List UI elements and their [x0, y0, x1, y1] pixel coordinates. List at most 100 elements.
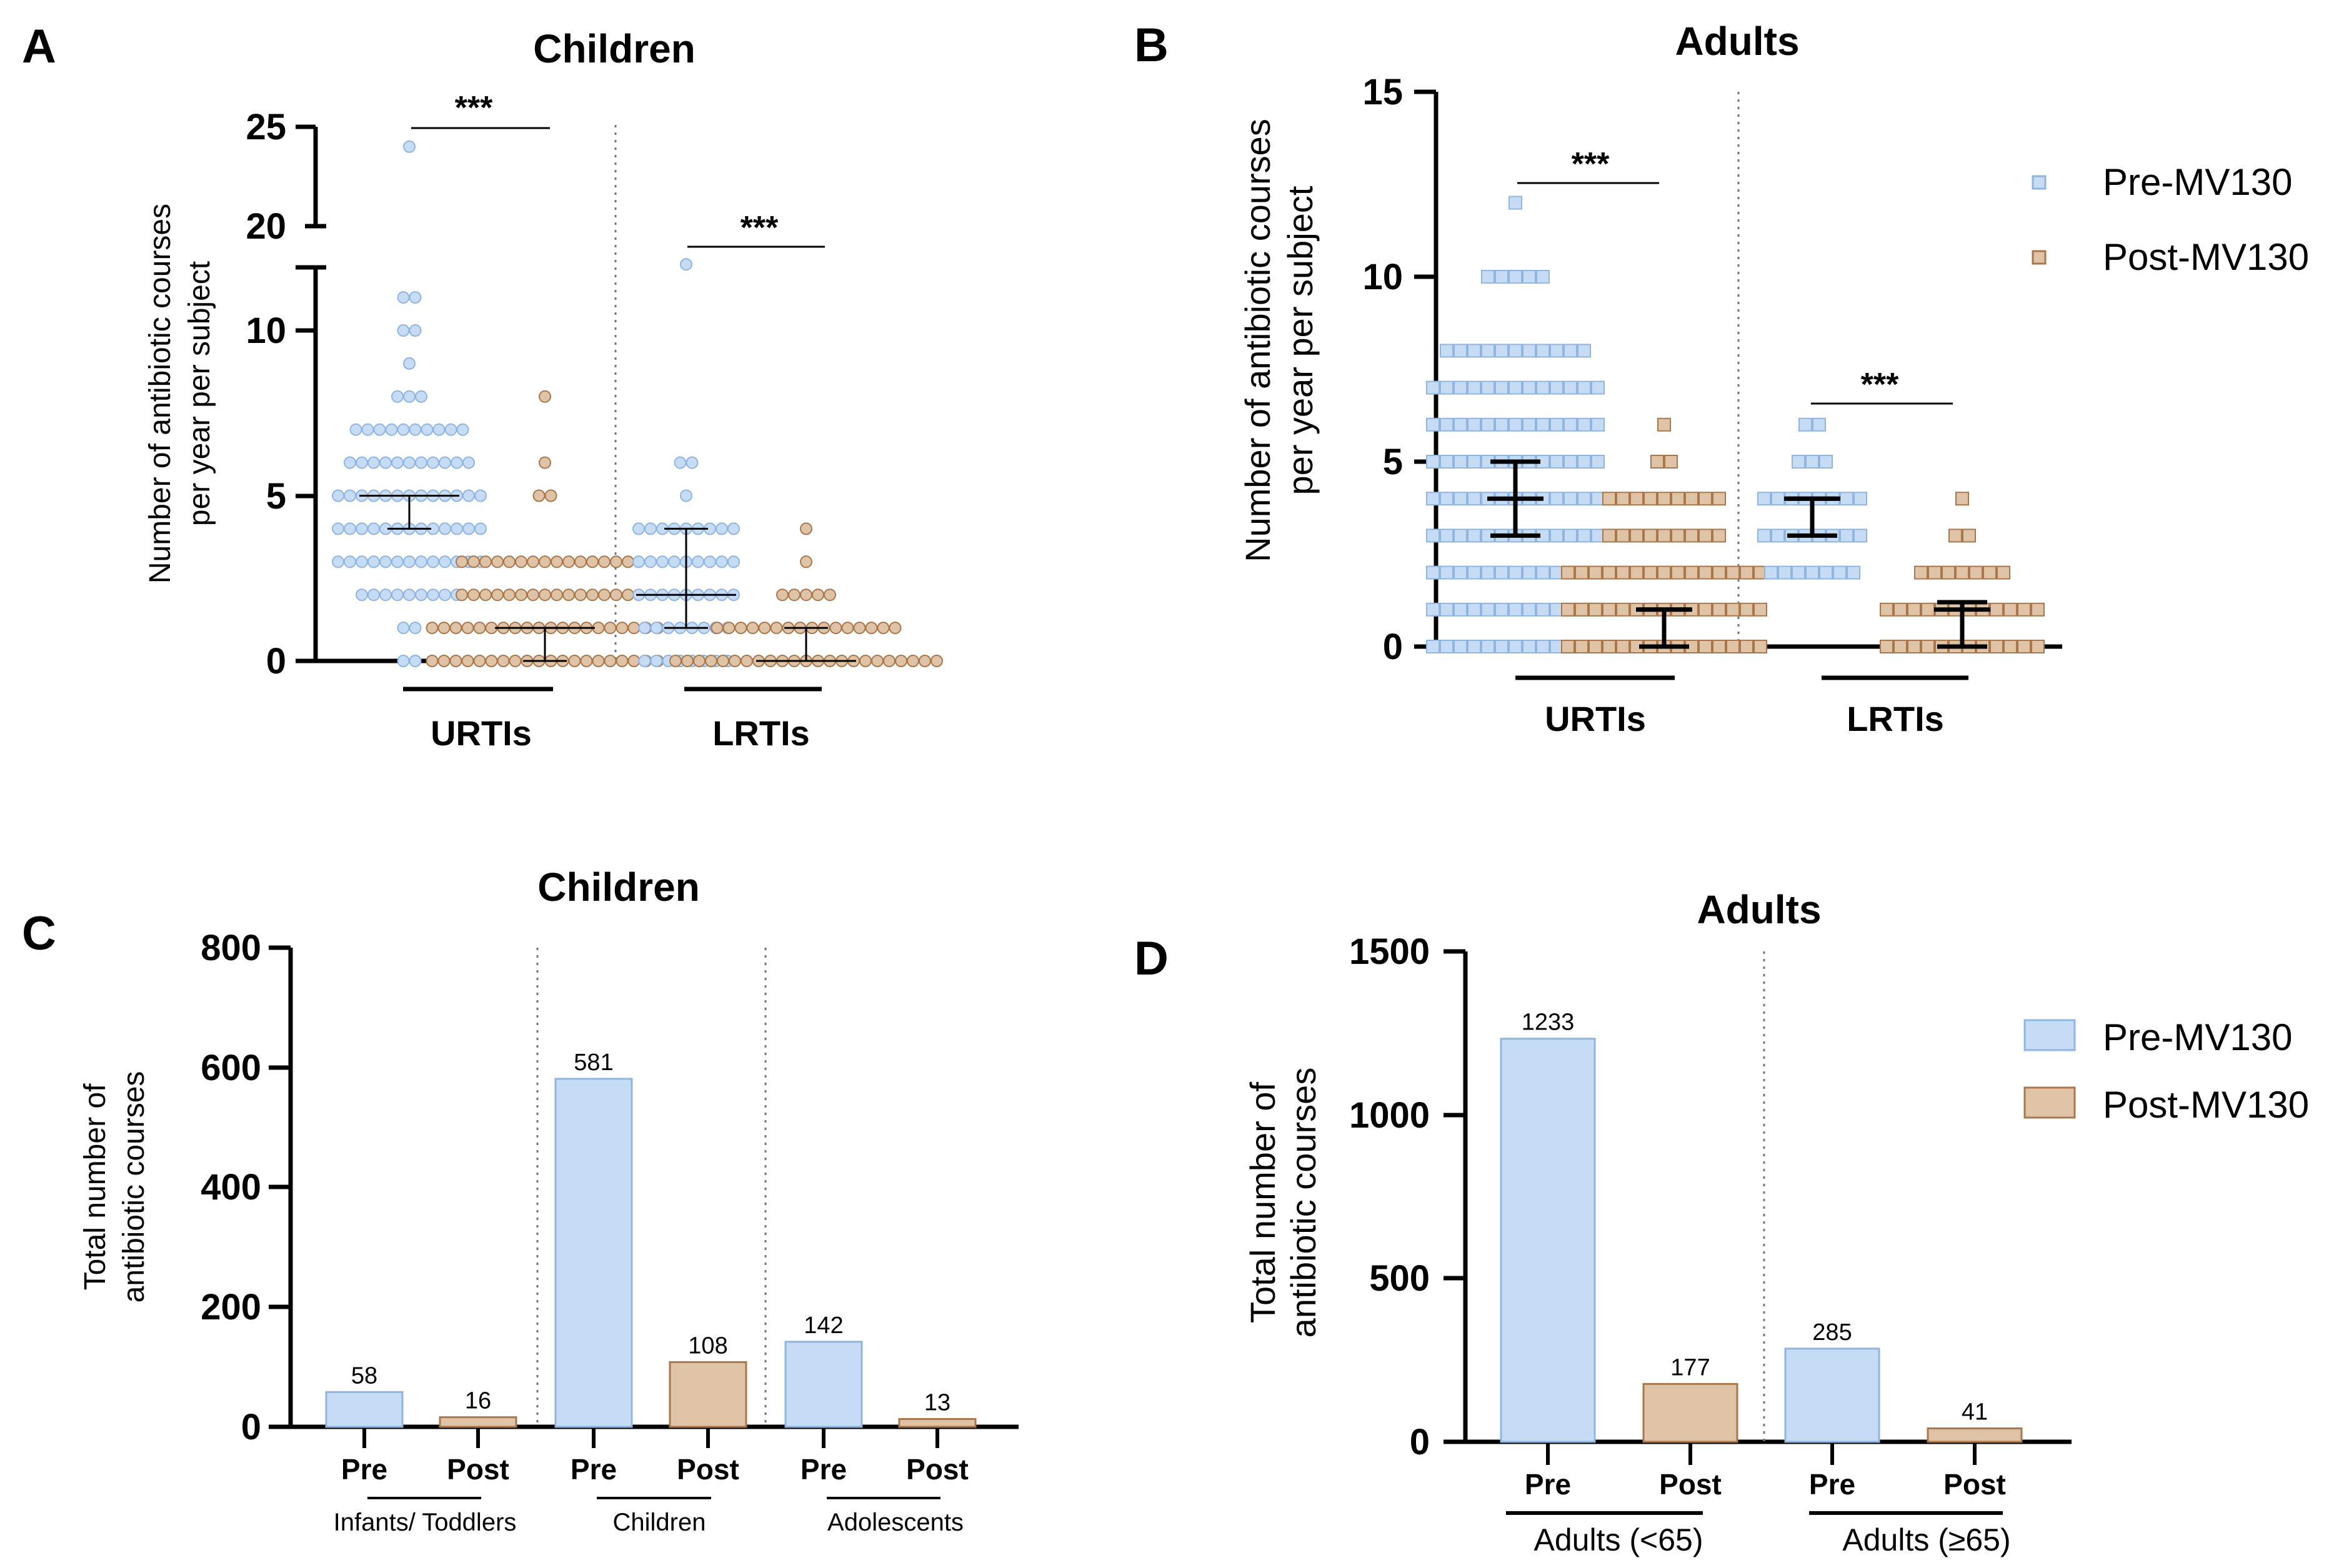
panel-a-urtis-post-point — [622, 555, 634, 568]
panel-a-urtis-post-point — [479, 588, 492, 602]
panel-a-urtis-pre-point — [385, 423, 398, 436]
panel-b-urtis-pre-point — [1495, 270, 1509, 284]
panel-a-ytick-label-5: 5 — [266, 476, 286, 517]
panel-b-lrtis-post-point — [1880, 602, 1893, 617]
panel-b-urtis-post-point — [1698, 528, 1712, 543]
panel-a-lrtis-post-point — [693, 655, 706, 667]
panel-a-lrtis-pre-point — [727, 555, 740, 568]
panel-b-category-lrtis: LRTIs — [1847, 699, 1944, 738]
panel-b-lrtis-post-point — [1921, 640, 1935, 653]
panel-b-urtis-pre-point — [1509, 602, 1522, 617]
panel-c-xtick-pre-2: Pre — [571, 1453, 617, 1486]
panel-a-lrtis-post-point — [788, 588, 800, 602]
panel-a-lrtis-post-point — [877, 622, 890, 635]
panel-b-urtis-post-point — [1726, 565, 1740, 580]
panel-a-urtis-pre-point — [356, 522, 368, 535]
panel-a-lrtis-post-point — [812, 588, 824, 602]
panel-d-label-2-pre: 285 — [1812, 1319, 1852, 1346]
panel-b-urtis-post-point — [1643, 492, 1657, 506]
panel-a-urtis-post-point — [562, 555, 575, 568]
panel-a-lrtis-post-point — [919, 655, 931, 667]
panel-b-urtis-pre-point — [1522, 602, 1536, 617]
panel-b-urtis-pre-point — [1563, 455, 1577, 469]
panel-a-urtis-pre-point — [403, 357, 416, 370]
panel-b-lrtis-pre-point — [1764, 565, 1778, 580]
panel-b-lrtis-post-point — [2031, 602, 2045, 617]
panel-b-urtis-pre-point — [1454, 455, 1467, 469]
panel-a-lrtis-post-point — [717, 655, 729, 667]
panel-a-title: Children — [533, 26, 696, 71]
panel-d-xtick-post-1: Post — [1659, 1468, 1722, 1501]
panel-b-lrtis-pre-point — [1853, 528, 1867, 543]
panel-a-lrtis-post-point — [865, 622, 878, 635]
panel-b-urtis-pre-point — [1454, 565, 1467, 580]
panel-a-urtis-pre-point — [344, 489, 356, 502]
panel-b-urtis-pre-point — [1440, 455, 1454, 469]
panel-b-urtis-pre-point — [1536, 270, 1550, 284]
panel-a-urtis-pre-point — [403, 555, 416, 568]
panel-b-urtis-pre-point — [1536, 417, 1550, 432]
panel-a-urtis-pre-point — [391, 390, 404, 403]
panel-a-urtis-post-point — [586, 555, 599, 568]
panel-c-label-2-pre: 581 — [574, 1049, 613, 1076]
panel-b-urtis-pre-point — [1522, 344, 1536, 358]
panel-a-urtis-pre-point — [379, 588, 392, 602]
panel-b-urtis-pre-point — [1577, 380, 1591, 395]
panel-a-lrtis-pre-point — [692, 555, 704, 568]
panel-a-urtis-pre-point — [409, 622, 422, 635]
panel-b-urtis-pre-point — [1577, 417, 1591, 432]
panel-a-urtis-pre-point — [356, 555, 368, 568]
panel-d-bar-2-pre — [1784, 1347, 1880, 1443]
panel-b-urtis-post-point — [1561, 565, 1575, 580]
panel-d-xtick-pre-1: Pre — [1525, 1468, 1571, 1501]
panel-b-urtis-pre-point — [1426, 455, 1440, 469]
panel-d-title: Adults — [1697, 887, 1821, 932]
panel-b-urtis-post-point — [1616, 492, 1630, 506]
panel-b-ylabel-line1: Number of antibiotic courses — [1238, 119, 1277, 562]
panel-b-urtis-post-point — [1671, 492, 1685, 506]
panel-a-lrtis-post-point — [734, 622, 747, 635]
panel-b-urtis-pre-point — [1509, 640, 1522, 653]
panel-c-label-1-pre: 58 — [351, 1362, 377, 1389]
panel-b-urtis-pre-point — [1454, 602, 1467, 617]
panel-b-urtis-post-point — [1657, 528, 1671, 543]
panel-b-category-urtis: URTIs — [1545, 699, 1646, 738]
panel-b-urtis-post-point — [1726, 602, 1740, 617]
panel-a-lrtis-pre-point — [650, 622, 663, 635]
panel-a-urtis-pre-point — [409, 291, 422, 304]
panel-a-urtis-pre-point — [391, 588, 404, 602]
panel-a-lrtis-pre-point — [650, 655, 663, 667]
panel-b-urtis-post-point — [1740, 640, 1753, 653]
panel-b-lrtis-post-point — [1907, 602, 1921, 617]
panel-a-ytick-label-25: 25 — [246, 107, 286, 147]
panel-a-urtis-pre-point — [409, 655, 422, 667]
panel-a-urtis-pre-point — [427, 456, 439, 469]
panel-b-urtis-pre-point — [1577, 344, 1591, 358]
panel-b-urtis-post-point — [1712, 528, 1726, 543]
panel-b-urtis-post-point — [1616, 602, 1630, 617]
panel-b-lrtis-post-point — [1983, 565, 1997, 580]
panel-b-lrtis-pre-point — [1792, 455, 1805, 469]
panel-b: B Adults Number of antibiotic courses pe… — [1134, 19, 2309, 738]
panel-a-urtis-post-point — [509, 655, 522, 667]
panel-b-urtis-post-point — [1602, 602, 1616, 617]
panel-a-urtis-post-point — [449, 655, 462, 667]
panel-a-ytick-label-10: 10 — [246, 310, 286, 351]
panel-a-urtis-pre-point — [403, 456, 416, 469]
panel-a-lrtis-post-point — [776, 588, 789, 602]
panel-a-urtis-post-point — [604, 655, 617, 667]
panel-c-ylabel-line1: Total number of — [79, 1083, 112, 1291]
panel-a-urtis-pre-point — [379, 456, 392, 469]
panel-a-sig-urtis: *** — [455, 90, 493, 126]
panel-b-urtis-pre-point — [1440, 344, 1454, 358]
panel-a-urtis-post-point — [539, 390, 551, 403]
panel-c: C Children Total number of antibiotic co… — [22, 865, 1019, 1536]
panel-b-urtis-post-point — [1753, 640, 1767, 653]
panel-a-lrtis-pre-point — [668, 555, 681, 568]
panel-b-urtis-post-point — [1712, 602, 1726, 617]
panel-b-urtis-post-point — [1575, 602, 1588, 617]
panel-a-lrtis-pre-point — [638, 622, 651, 635]
panel-b-legend-pre-swatch — [2032, 175, 2047, 190]
panel-b-urtis-pre-point — [1591, 455, 1605, 469]
panel-a-urtis-pre-point — [409, 423, 422, 436]
